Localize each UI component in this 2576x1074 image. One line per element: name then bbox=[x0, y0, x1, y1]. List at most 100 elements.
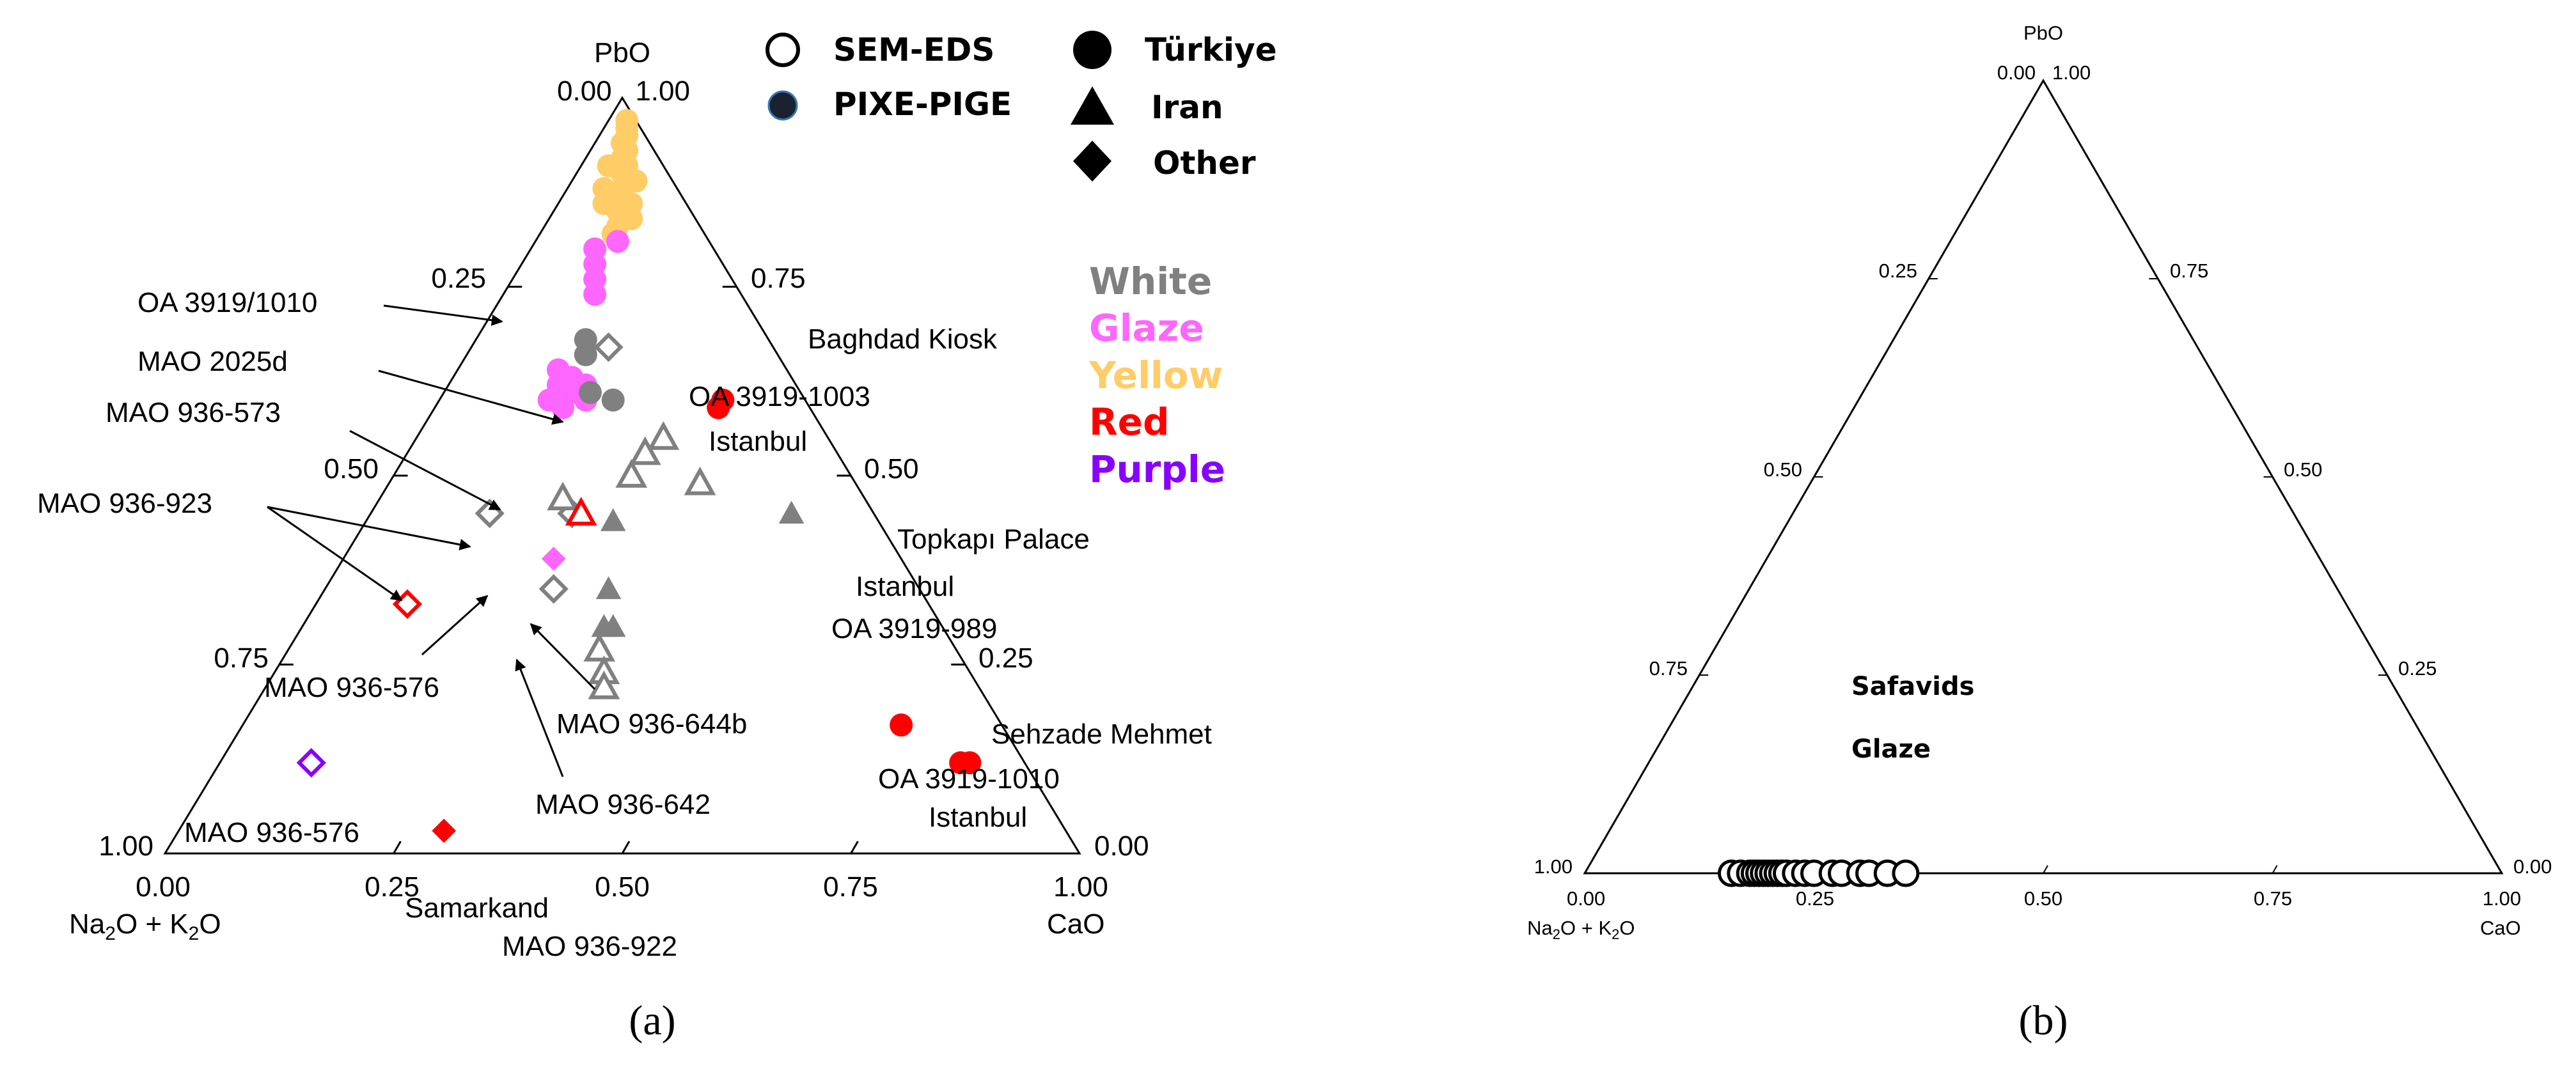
data-point-red-diamond bbox=[392, 589, 423, 619]
data-point-white-triangle bbox=[583, 632, 616, 662]
ann-oa3919-989: OA 3919-989 bbox=[831, 613, 997, 644]
data-point-yellow-circle bbox=[592, 192, 616, 215]
data-point-red-circle bbox=[958, 751, 982, 775]
apex-top-ticks: 0.00 1.00 bbox=[557, 75, 690, 107]
ann-baghdad-kiosk: Baghdad Kiosk bbox=[808, 323, 998, 355]
data-point-white-triangle bbox=[778, 501, 805, 524]
legend-turkiye-marker bbox=[1073, 31, 1111, 69]
data-point-purple-diamond bbox=[296, 748, 326, 778]
arrow-mao2025d bbox=[378, 370, 564, 425]
axis-tick bbox=[2272, 865, 2278, 874]
arrow-mao936-923-a bbox=[267, 506, 471, 550]
right-tick-025: 0.25 bbox=[978, 642, 1033, 674]
legend-sem-marker bbox=[766, 33, 800, 67]
data-point-white-triangle bbox=[684, 466, 716, 495]
ann-mao936-576-a: MAO 936-576 bbox=[264, 672, 439, 703]
arrow-mao936-642 bbox=[515, 658, 564, 777]
ann-istanbul-3: Istanbul bbox=[929, 802, 1027, 833]
b-left-tick-075: 0.75 bbox=[1649, 657, 1688, 680]
arrow-mao936-923-b bbox=[267, 506, 403, 602]
legend-pixe-marker bbox=[767, 90, 798, 121]
ann-oa3919-1010: OA 3919/1010 bbox=[137, 287, 317, 318]
key-yellow: Yellow bbox=[1088, 354, 1223, 397]
tick-marks-a bbox=[279, 286, 966, 854]
b-right-tick-000: 0.00 bbox=[2513, 855, 2552, 878]
b-bottom-tick-075: 0.75 bbox=[2254, 887, 2292, 910]
data-point-glaze-circle bbox=[551, 396, 575, 419]
b-bottom-tick-000: 0.00 bbox=[1567, 887, 1605, 910]
ann-oa3919-1010b: OA 3919-1010 bbox=[878, 763, 1060, 795]
base-label-na2o-k2o-b: Na2O + K2O bbox=[1527, 917, 1635, 942]
legend-methods: SEM-EDS PIXE-PIGE bbox=[766, 31, 1012, 123]
legend-origins: Türkiye Iran Other bbox=[1071, 31, 1277, 182]
apex-label-pbo: PbO bbox=[594, 37, 650, 68]
panel-label-b: (b) bbox=[2019, 997, 2068, 1044]
bottom-tick-050: 0.50 bbox=[595, 871, 650, 903]
axis-tick bbox=[393, 841, 402, 854]
bottom-tick-100: 1.00 bbox=[1053, 871, 1108, 903]
key-white: White bbox=[1089, 260, 1212, 303]
b-bottom-tick-050: 0.50 bbox=[2024, 887, 2062, 910]
panel-label-a: (a) bbox=[629, 997, 675, 1044]
data-point-white-triangle bbox=[647, 421, 680, 450]
ann-istanbul-1: Istanbul bbox=[709, 426, 807, 457]
ann-mao936-644b: MAO 936-644b bbox=[556, 708, 747, 740]
right-tick-075: 0.75 bbox=[751, 263, 806, 294]
right-tick-050: 0.50 bbox=[864, 453, 919, 485]
data-point-white-triangle bbox=[600, 614, 626, 637]
axis-tick bbox=[2043, 865, 2048, 874]
data-point-red-circle bbox=[890, 713, 913, 737]
data-point-red-diamond bbox=[432, 818, 457, 843]
data-point-white-circle bbox=[574, 343, 597, 366]
data-point-white-circle bbox=[601, 388, 625, 412]
tick-marks-b bbox=[1699, 278, 2387, 874]
arrow-mao936-644b bbox=[530, 623, 596, 690]
ann-mao936-573: MAO 936-573 bbox=[106, 397, 281, 428]
base-label-cao: CaO bbox=[1047, 908, 1104, 940]
ann-mao936-642: MAO 936-642 bbox=[535, 789, 711, 820]
data-point-white-circle bbox=[578, 380, 602, 404]
left-tick-025: 0.25 bbox=[431, 263, 486, 294]
data-point-white-triangle bbox=[629, 436, 661, 465]
data-point-white-triangle bbox=[547, 481, 579, 511]
legend-sem-label: SEM-EDS bbox=[833, 31, 994, 68]
color-key: White Glaze Yellow Red Purple bbox=[1088, 260, 1225, 491]
ann-mao936-576-b: MAO 936-576 bbox=[184, 817, 359, 848]
legend-pixe-label: PIXE-PIGE bbox=[833, 86, 1012, 123]
panel-a: PbO 0.00 1.00 0.25 0.50 0.75 1.00 0.75 0… bbox=[37, 31, 1277, 1044]
arrow-oa3919-1010 bbox=[383, 304, 503, 326]
b-left-tick-025: 0.25 bbox=[1879, 260, 1917, 282]
data-point-glaze-diamond bbox=[541, 547, 566, 571]
ann-mao2025d: MAO 2025d bbox=[137, 346, 288, 377]
b-right-tick-075: 0.75 bbox=[2170, 260, 2208, 282]
apex-label-pbo-b: PbO bbox=[2023, 22, 2063, 44]
left-tick-075: 0.75 bbox=[214, 642, 269, 674]
legend-other-label: Other bbox=[1153, 144, 1256, 182]
ann-sehzade-mehmet: Sehzade Mehmet bbox=[991, 719, 1212, 750]
ann-topkapi: Topkapı Palace bbox=[897, 524, 1090, 555]
data-point-red-circle bbox=[711, 388, 735, 412]
text-glaze: Glaze bbox=[1851, 735, 1931, 764]
text-safavids: Safavids bbox=[1851, 672, 1974, 701]
left-tick-100: 1.00 bbox=[98, 830, 153, 862]
key-red: Red bbox=[1089, 400, 1170, 444]
ann-mao936-922: MAO 936-922 bbox=[502, 931, 677, 962]
data-point-white-triangle bbox=[595, 576, 622, 600]
arrow-mao936-576 bbox=[421, 595, 489, 656]
data-point-red-triangle bbox=[565, 497, 597, 525]
annotation-arrows bbox=[267, 304, 596, 777]
data-point-yellow-circle bbox=[615, 116, 639, 140]
bottom-tick-075: 0.75 bbox=[823, 871, 878, 903]
key-purple: Purple bbox=[1089, 447, 1225, 491]
axis-tick bbox=[850, 841, 859, 854]
b-right-tick-025: 0.25 bbox=[2398, 657, 2437, 680]
legend-iran-marker bbox=[1071, 86, 1114, 125]
data-point-black-circle bbox=[1892, 859, 1920, 887]
legend-other-marker bbox=[1073, 141, 1111, 182]
b-bottom-tick-100: 1.00 bbox=[2483, 887, 2521, 910]
legend-turkiye-label: Türkiye bbox=[1145, 31, 1277, 68]
axis-tick bbox=[621, 841, 631, 854]
b-left-tick-050: 0.50 bbox=[1764, 458, 1802, 481]
right-tick-000: 0.00 bbox=[1094, 830, 1149, 862]
